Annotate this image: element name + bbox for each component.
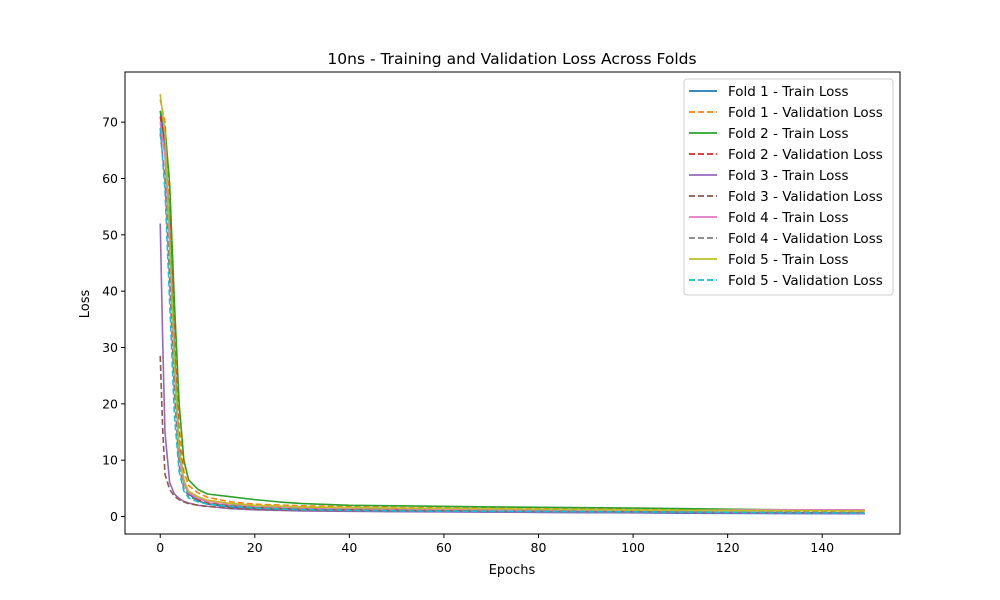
legend-entry-label: Fold 5 - Validation Loss xyxy=(728,273,883,289)
legend-entry-label: Fold 5 - Train Loss xyxy=(728,252,849,268)
series-line-10 xyxy=(159,127,865,514)
y-tick-label: 0 xyxy=(110,509,118,524)
y-tick-label: 60 xyxy=(102,171,118,186)
y-tick-label: 10 xyxy=(102,453,118,468)
legend-entry-label: Fold 2 - Train Loss xyxy=(728,126,849,142)
series-line-8 xyxy=(159,133,865,514)
x-tick-label: 140 xyxy=(810,540,834,555)
y-tick-label: 30 xyxy=(102,340,118,355)
x-tick-label: 100 xyxy=(621,540,645,555)
series-line-3 xyxy=(159,110,865,512)
legend-entry-label: Fold 3 - Validation Loss xyxy=(728,189,883,205)
x-tick-label: 40 xyxy=(341,540,357,555)
y-tick-label: 40 xyxy=(102,284,118,299)
y-axis: 0 10 20 30 40 50 60 70 xyxy=(102,115,125,524)
chart-title: 10ns - Training and Validation Loss Acro… xyxy=(327,50,696,68)
series-line-5 xyxy=(159,223,865,515)
y-tick-label: 20 xyxy=(102,396,118,411)
series-line-9 xyxy=(159,93,865,512)
y-tick-label: 70 xyxy=(102,115,118,130)
legend-entry-label: Fold 4 - Train Loss xyxy=(728,210,849,226)
x-axis-label: Epochs xyxy=(489,563,536,578)
x-axis: 0 20 40 60 80 100 120 140 xyxy=(156,534,834,555)
x-tick-label: 60 xyxy=(436,540,452,555)
legend-entry-label: Fold 3 - Train Loss xyxy=(728,168,849,184)
y-axis-label: Loss xyxy=(78,290,93,319)
x-tick-label: 120 xyxy=(716,540,740,555)
plot-area xyxy=(159,93,865,515)
legend-entry-label: Fold 1 - Train Loss xyxy=(728,84,849,100)
x-tick-label: 20 xyxy=(247,540,263,555)
legend: Fold 1 - Train Loss Fold 1 - Validation L… xyxy=(683,78,894,296)
y-tick-label: 50 xyxy=(102,227,118,242)
plot-frame xyxy=(124,71,901,535)
x-tick-label: 0 xyxy=(156,540,164,555)
legend-entry-label: Fold 1 - Validation Loss xyxy=(728,105,883,121)
legend-box xyxy=(683,78,894,296)
legend-entry-label: Fold 4 - Validation Loss xyxy=(728,231,883,247)
legend-entry-label: Fold 2 - Validation Loss xyxy=(728,147,883,163)
x-tick-label: 80 xyxy=(531,540,547,555)
